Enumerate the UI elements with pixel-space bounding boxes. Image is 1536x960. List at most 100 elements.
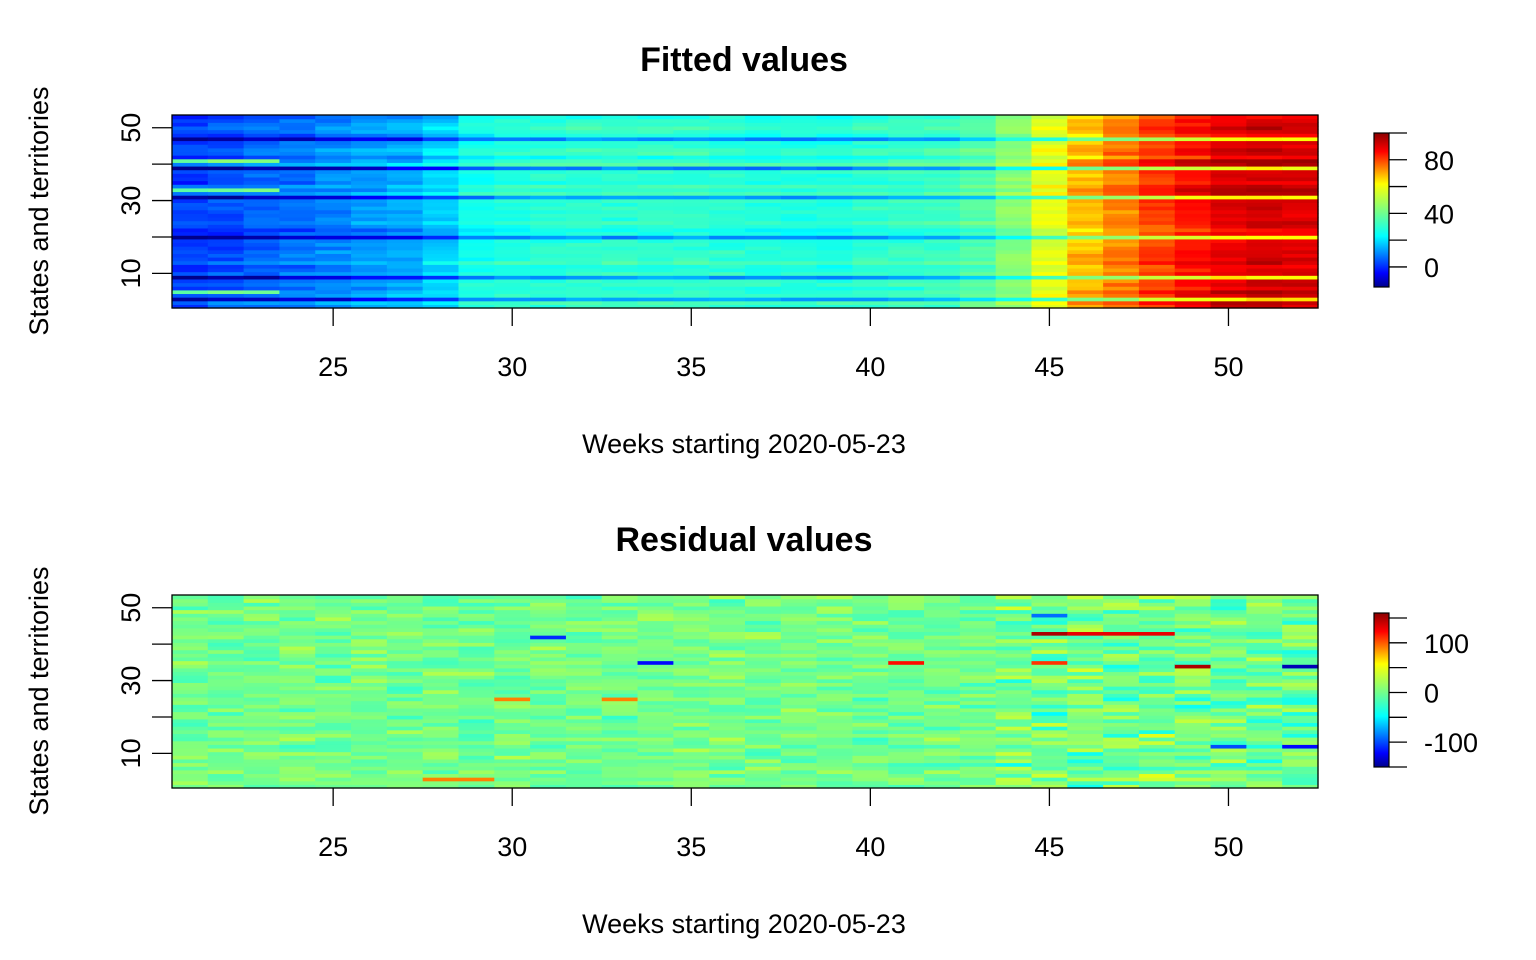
heatmap-cell xyxy=(780,704,818,709)
heatmap-cell xyxy=(1246,726,1283,731)
heatmap-cell xyxy=(279,300,316,305)
heatmap-cell xyxy=(888,631,925,636)
heatmap-cell xyxy=(959,744,997,749)
heatmap-cell xyxy=(1103,165,1140,171)
heatmap-cell xyxy=(780,656,818,662)
heatmap-cell xyxy=(637,729,674,734)
heatmap-cell xyxy=(1103,693,1140,698)
heatmap-cell xyxy=(351,195,388,200)
heatmap-cell xyxy=(1138,635,1176,640)
heatmap-cell xyxy=(458,758,495,764)
heatmap-cell xyxy=(351,631,388,636)
heatmap-cell xyxy=(207,162,245,167)
heatmap-cell xyxy=(601,707,639,713)
heatmap-cell xyxy=(745,602,782,607)
heatmap-cell xyxy=(780,242,818,247)
heatmap-cell xyxy=(207,286,245,291)
heatmap-cell xyxy=(1210,642,1247,647)
heatmap-cell xyxy=(959,595,997,600)
heatmap-cell xyxy=(207,769,245,775)
heatmap-cell xyxy=(745,220,782,225)
heatmap-cell xyxy=(852,609,889,614)
heatmap-cell xyxy=(959,180,997,185)
heatmap-cell xyxy=(422,140,460,145)
heatmap-cell xyxy=(601,202,639,207)
heatmap-cell xyxy=(1282,747,1319,753)
heatmap-cell xyxy=(243,777,281,782)
heatmap-cell xyxy=(530,595,567,600)
heatmap-cell xyxy=(530,220,567,225)
heatmap-cell xyxy=(422,191,460,196)
heatmap-cell xyxy=(637,289,674,295)
heatmap-cell xyxy=(673,235,710,240)
heatmap-cell xyxy=(422,144,460,149)
heatmap-cell xyxy=(1138,147,1176,153)
heatmap-cell xyxy=(315,675,352,680)
heatmap-cell xyxy=(1210,744,1247,749)
heatmap-cell xyxy=(1210,747,1247,753)
heatmap-cell xyxy=(959,777,997,782)
heatmap-cell xyxy=(852,220,889,225)
heatmap-cell xyxy=(279,726,316,731)
heatmap-cell xyxy=(924,598,961,603)
heatmap-cell xyxy=(852,213,889,218)
heatmap-cell xyxy=(924,304,961,309)
heatmap-cell xyxy=(637,257,674,262)
heatmap-cell xyxy=(315,213,352,218)
heatmap-cell xyxy=(422,253,460,258)
heatmap-cell xyxy=(888,718,925,724)
heatmap-cell xyxy=(959,206,997,211)
heatmap-cell xyxy=(1138,133,1176,138)
heatmap-cell xyxy=(315,129,352,134)
heatmap-cell xyxy=(530,206,567,211)
heatmap-cell xyxy=(709,649,746,654)
heatmap-cell xyxy=(780,293,818,298)
heatmap-cell xyxy=(959,187,997,193)
heatmap-cell xyxy=(637,267,674,273)
heatmap-cell xyxy=(780,729,818,734)
heatmap-cell xyxy=(494,264,531,269)
heatmap-cell xyxy=(995,115,1033,120)
heatmap-cell xyxy=(207,696,245,702)
heatmap-cell xyxy=(279,595,316,600)
heatmap-cell xyxy=(1103,213,1140,218)
heatmap-cell xyxy=(888,616,925,622)
heatmap-cell xyxy=(959,737,997,742)
heatmap-cell xyxy=(172,246,209,251)
heatmap-cell xyxy=(386,711,424,716)
heatmap-cell xyxy=(924,133,961,138)
heatmap-cell xyxy=(1246,282,1283,287)
heatmap-cell xyxy=(386,286,424,291)
heatmap-cell xyxy=(637,147,674,153)
heatmap-cell xyxy=(959,125,997,131)
heatmap-cell xyxy=(1282,777,1319,782)
heatmap-cell xyxy=(279,227,316,233)
heatmap-cell xyxy=(852,718,889,724)
heatmap-cell xyxy=(995,275,1033,280)
heatmap-cell xyxy=(422,147,460,153)
heatmap-cell xyxy=(637,165,674,171)
heatmap-cell xyxy=(1210,282,1247,287)
heatmap-cell xyxy=(386,718,424,724)
heatmap-cell xyxy=(1067,744,1104,749)
heatmap-cell xyxy=(315,682,352,687)
heatmap-cell xyxy=(1282,700,1319,705)
heatmap-cell xyxy=(1031,151,1068,156)
heatmap-cell xyxy=(745,253,782,258)
heatmap-cell xyxy=(709,667,746,673)
heatmap-cell xyxy=(386,267,424,273)
heatmap-cell xyxy=(1067,275,1104,280)
heatmap-cell xyxy=(1103,664,1140,669)
heatmap-cell xyxy=(458,136,495,142)
heatmap-cell xyxy=(888,115,925,120)
heatmap-cell xyxy=(745,656,782,662)
heatmap-cell xyxy=(1174,638,1212,643)
heatmap-cell xyxy=(1282,638,1319,643)
heatmap-cell xyxy=(530,216,567,222)
heatmap-cell xyxy=(458,696,495,702)
heatmap-cell xyxy=(494,693,531,698)
heatmap-cell xyxy=(1282,231,1319,236)
heatmap-cell xyxy=(852,147,889,153)
heatmap-cell xyxy=(494,726,531,731)
heatmap-cell xyxy=(386,638,424,643)
